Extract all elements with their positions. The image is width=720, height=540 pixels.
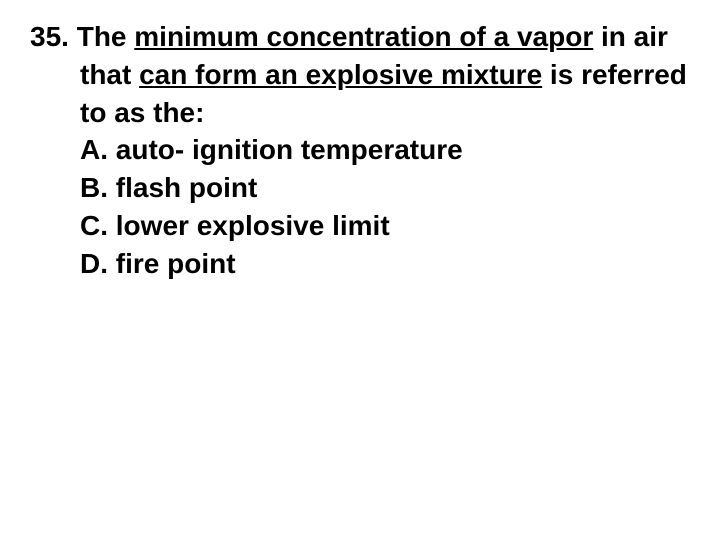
option-text: flash point — [116, 172, 258, 203]
stem-underline-2: can form an explosive mixture — [139, 59, 542, 90]
option-label: C. — [80, 210, 108, 241]
question-stem: 35. The minimum concentration of a vapor… — [30, 18, 690, 131]
stem-underline-1: minimum concentration of a vapor — [134, 21, 593, 52]
option-text: auto- ignition temperature — [116, 134, 463, 165]
option-c: C. lower explosive limit — [80, 207, 690, 245]
option-d: D. fire point — [80, 245, 690, 283]
options-list: A. auto- ignition temperature B. flash p… — [30, 131, 690, 282]
question-text: The minimum concentration of a vapor in … — [77, 21, 687, 128]
option-a: A. auto- ignition temperature — [80, 131, 690, 169]
option-b: B. flash point — [80, 169, 690, 207]
option-text: lower explosive limit — [116, 210, 390, 241]
option-label: A. — [80, 134, 108, 165]
option-label: D. — [80, 248, 108, 279]
option-label: B. — [80, 172, 108, 203]
option-text: fire point — [116, 248, 236, 279]
question-number: 35. — [30, 21, 69, 52]
stem-part-1: The — [77, 21, 135, 52]
slide: 35. The minimum concentration of a vapor… — [0, 0, 720, 540]
